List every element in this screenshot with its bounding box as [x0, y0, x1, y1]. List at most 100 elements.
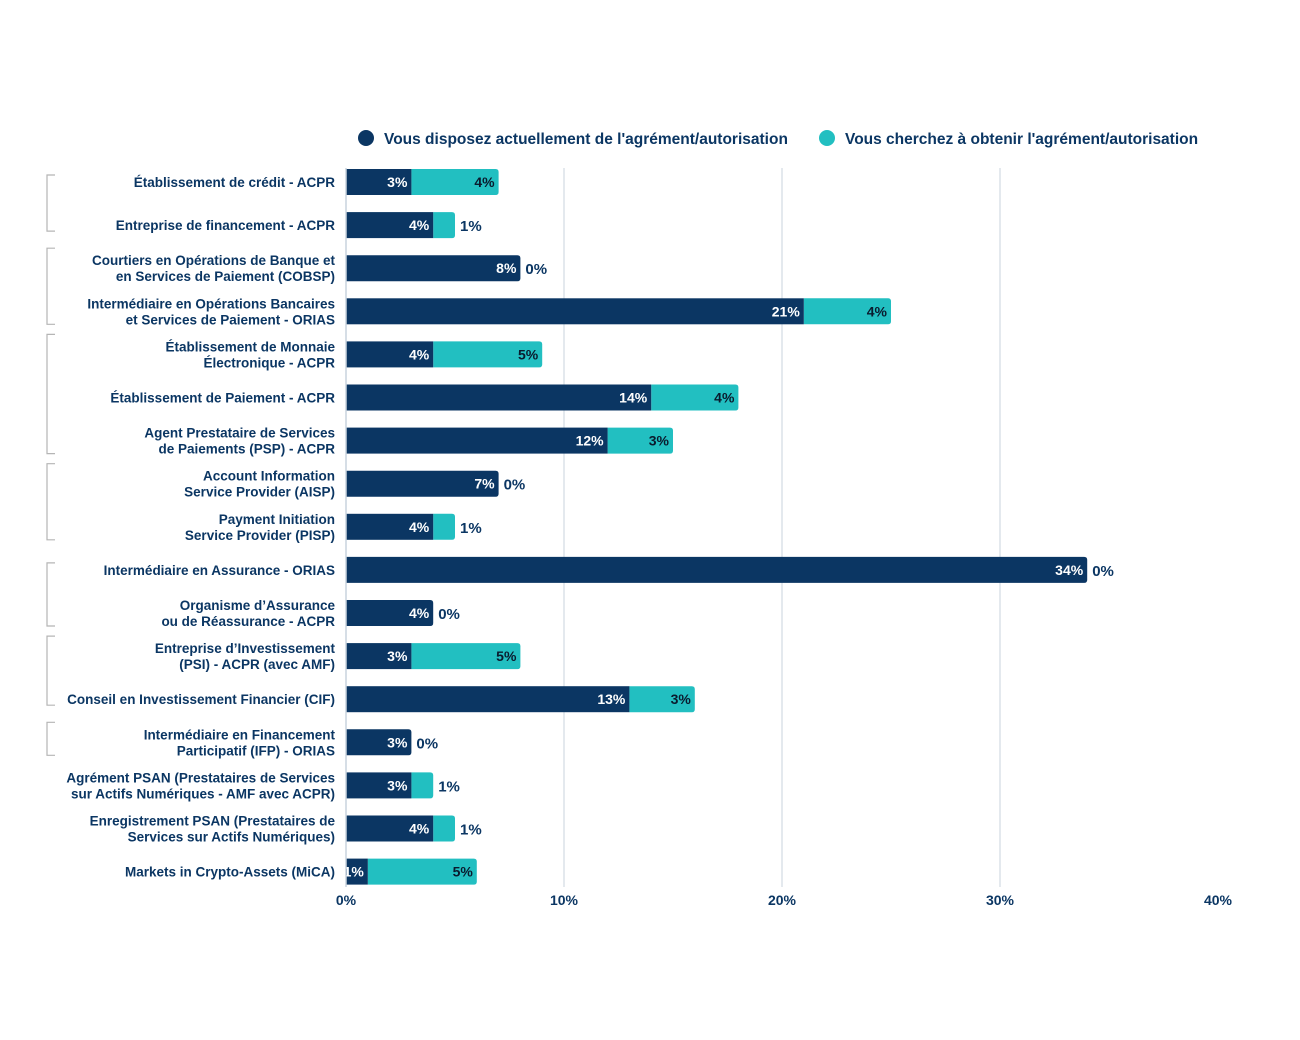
data-label-current: 14%	[619, 390, 648, 406]
bar-current	[346, 600, 434, 626]
bar-current	[346, 643, 412, 670]
bar-seeking	[803, 298, 891, 325]
group-bracket	[46, 721, 55, 756]
category-label: Markets in Crypto-Assets (MiCA)	[125, 865, 335, 880]
category-label: Service Provider (PISP)	[185, 528, 335, 543]
category-label: et Services de Paiement - ORIAS	[126, 312, 335, 327]
data-label-current: 4%	[409, 217, 430, 233]
group-bracket	[46, 247, 55, 325]
bar-current	[346, 772, 412, 799]
category-label: Account Information	[203, 469, 335, 484]
x-axis: 0% 10% 20% 30% 40%	[336, 168, 1233, 908]
data-label-seeking: 0%	[438, 606, 460, 623]
data-label-current: 3%	[387, 734, 408, 750]
category-label: Établissement de crédit - ACPR	[134, 175, 336, 190]
category-label: Payment Initiation	[219, 512, 335, 527]
data-label-current: 13%	[597, 691, 626, 707]
bar-current	[346, 858, 368, 885]
data-label-current: 3%	[387, 777, 408, 793]
data-label-seeking: 1%	[460, 822, 482, 839]
data-label-seeking: 1%	[460, 218, 482, 235]
data-label-seeking: 0%	[416, 735, 438, 752]
bar-row: 3% 1%	[346, 772, 460, 799]
bar-row: 14% 4%	[346, 384, 739, 411]
category-label: Conseil en Investissement Financier (CIF…	[67, 692, 335, 707]
category-label: Établissement de Paiement - ACPR	[110, 391, 335, 406]
data-label-seeking: 1%	[438, 778, 460, 795]
group-bracket	[46, 333, 55, 455]
bar-current	[346, 427, 608, 454]
data-label-seeking: 4%	[474, 174, 495, 190]
data-label-current: 8%	[496, 260, 517, 276]
data-label-seeking: 5%	[496, 648, 517, 664]
category-label: Organisme d’Assurance	[180, 598, 336, 613]
data-label-seeking: 0%	[1092, 563, 1114, 580]
legend-label-current: Vous disposez actuellement de l'agrément…	[384, 131, 788, 148]
data-label-seeking: 3%	[649, 433, 670, 449]
bar-current	[346, 341, 434, 368]
bar-seeking	[411, 772, 434, 799]
gridlines	[563, 168, 1001, 887]
data-label-seeking: 4%	[867, 303, 888, 319]
bar-current	[346, 556, 1088, 583]
bar-row: 3% 4%	[346, 169, 499, 195]
legend: Vous disposez actuellement de l'agrément…	[358, 130, 1198, 148]
category-label: Intermédiaire en Opérations Bancaires	[87, 296, 335, 311]
data-label-seeking: 3%	[671, 691, 692, 707]
category-label: (PSI) - ACPR (avec AMF)	[179, 657, 335, 672]
bar-current	[346, 815, 434, 842]
data-label-current: 21%	[772, 303, 801, 319]
category-label: en Services de Paiement (COBSP)	[116, 269, 335, 284]
category-label: Service Provider (AISP)	[184, 485, 335, 500]
data-label-seeking: 0%	[504, 477, 526, 494]
category-label: de Paiements (PSP) - ACPR	[158, 442, 335, 457]
category-labels: Établissement de crédit - ACPR Entreprise…	[66, 175, 335, 880]
bar-row: 8% 0%	[346, 255, 547, 282]
legend-marker-current	[358, 130, 374, 146]
data-label-seeking: 1%	[460, 520, 482, 537]
bar-row: 4% 1%	[346, 513, 482, 540]
bar-seeking	[433, 513, 455, 540]
x-tick-label: 30%	[986, 892, 1015, 908]
data-label-current: 3%	[387, 648, 408, 664]
category-label: Services sur Actifs Numériques)	[128, 830, 335, 845]
x-tick-label: 10%	[550, 892, 579, 908]
bar-row: 21% 4%	[346, 298, 891, 325]
bar-seeking	[433, 212, 455, 239]
category-label: Agrément PSAN (Prestataires de Services	[66, 770, 335, 785]
bar-row: 4% 5%	[346, 341, 543, 368]
data-label-seeking: 5%	[453, 864, 474, 880]
bar-current	[346, 169, 412, 195]
bar-current	[346, 729, 412, 756]
category-label: Établissement de Monnaie	[165, 339, 335, 354]
data-label-current: 4%	[409, 605, 430, 621]
category-label: Agent Prestataire de Services	[144, 426, 335, 441]
data-label-seeking: 5%	[518, 346, 539, 362]
data-label-current: 1%	[344, 864, 365, 880]
category-label: Électronique - ACPR	[203, 355, 335, 370]
data-label-current: 3%	[387, 174, 408, 190]
data-label-seeking: 0%	[525, 261, 547, 278]
x-tick-label: 40%	[1204, 892, 1233, 908]
bar-seeking	[367, 858, 477, 885]
bar-current	[346, 212, 434, 239]
bar-current	[346, 255, 521, 282]
bar-row: 4% 1%	[346, 212, 482, 239]
category-label: Courtiers en Opérations de Banque et	[92, 253, 336, 268]
x-tick-label: 0%	[336, 892, 357, 908]
bars: 3% 4%4% 1%8% 0%21% 4%4% 5%14% 4%12% 3%7% 0%4% 1%3…	[344, 169, 1114, 885]
bar-current	[346, 298, 804, 325]
bar-seeking	[411, 169, 499, 195]
bar-seeking	[607, 427, 673, 454]
group-bracket	[46, 174, 55, 232]
bar-seeking	[411, 643, 521, 670]
bar-row: 12% 3%	[346, 427, 673, 454]
data-label-current: 4%	[409, 519, 430, 535]
bar-row: 4% 0%	[346, 600, 460, 626]
bar-row: 13% 3%	[346, 686, 695, 713]
category-label: ou de Réassurance - ACPR	[161, 614, 335, 629]
group-bracket	[46, 463, 55, 541]
bar-row: 3% 5%	[346, 643, 521, 670]
category-label: Entreprise de financement - ACPR	[116, 218, 336, 233]
data-label-current: 7%	[474, 476, 495, 492]
